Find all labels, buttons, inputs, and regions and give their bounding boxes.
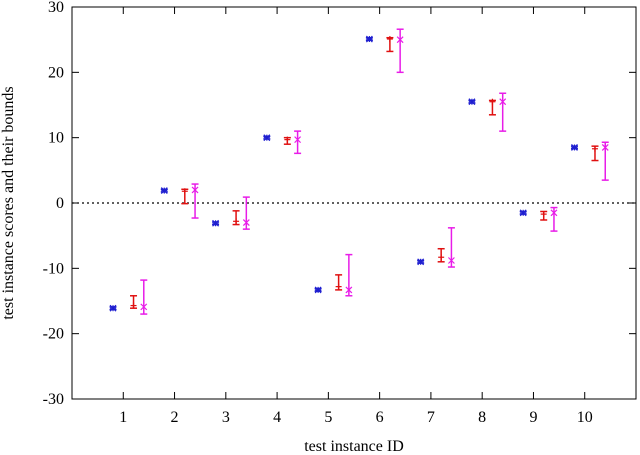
data-point-marker bbox=[550, 209, 558, 217]
error-bar-point bbox=[468, 98, 476, 106]
data-point-marker bbox=[191, 186, 199, 194]
error-bar-point bbox=[488, 98, 496, 116]
error-bar-point bbox=[570, 144, 578, 151]
data-point-marker bbox=[438, 254, 445, 261]
axis-ticks: -30 -20 -10 0 10 20 30 1 2 3 4 5 6 7 8 9 10 bbox=[43, 0, 636, 426]
data-point-marker bbox=[499, 98, 507, 106]
error-bar-point bbox=[386, 36, 394, 53]
y-tick-label: -30 bbox=[43, 391, 64, 408]
error-bar-point bbox=[365, 35, 373, 43]
error-bar-point bbox=[283, 136, 291, 145]
data-point-marker bbox=[571, 144, 578, 151]
x-tick-label: 3 bbox=[222, 409, 230, 426]
y-tick-label: 10 bbox=[48, 130, 64, 147]
y-tick-label: 20 bbox=[48, 64, 64, 81]
error-bar-point bbox=[437, 247, 445, 263]
y-tick-label: 0 bbox=[56, 195, 64, 212]
data-point-marker bbox=[242, 219, 250, 227]
x-tick-label: 7 bbox=[427, 409, 435, 426]
error-bar-point bbox=[519, 209, 527, 217]
error-bar-point bbox=[212, 219, 220, 227]
error-bar-point bbox=[294, 130, 302, 155]
series-layer bbox=[109, 28, 609, 315]
data-point-marker bbox=[284, 136, 291, 143]
error-bar-point bbox=[242, 196, 250, 230]
data-point-marker bbox=[345, 286, 353, 294]
data-point-marker bbox=[365, 35, 373, 43]
data-point-marker bbox=[386, 36, 393, 43]
x-tick-label: 10 bbox=[577, 409, 593, 426]
data-point-marker bbox=[601, 144, 609, 151]
data-point-marker bbox=[212, 219, 219, 227]
data-point-marker bbox=[130, 302, 137, 309]
data-point-marker bbox=[396, 36, 404, 44]
data-point-marker bbox=[181, 188, 188, 195]
data-point-marker bbox=[468, 98, 476, 106]
error-bar-point bbox=[191, 183, 199, 219]
data-point-marker bbox=[519, 209, 527, 217]
data-point-marker bbox=[314, 286, 322, 294]
error-bar-point bbox=[109, 304, 117, 312]
y-tick-label: -10 bbox=[43, 260, 64, 277]
error-bar-point bbox=[130, 295, 138, 309]
data-point-marker bbox=[591, 145, 598, 152]
data-point-marker bbox=[160, 187, 168, 195]
y-axis-title: test instance scores and their bounds bbox=[0, 86, 17, 319]
series-3 bbox=[140, 28, 609, 315]
y-tick-label: -20 bbox=[43, 326, 64, 343]
data-point-marker bbox=[140, 303, 148, 311]
x-tick-label: 6 bbox=[376, 409, 384, 426]
data-point-marker bbox=[447, 257, 455, 264]
error-bar-point bbox=[601, 141, 609, 181]
error-bar-point bbox=[550, 206, 558, 232]
x-tick-label: 5 bbox=[324, 409, 332, 426]
error-bar-point bbox=[140, 279, 148, 315]
error-bar-point bbox=[160, 187, 168, 195]
series-2 bbox=[130, 36, 599, 309]
error-bar-point bbox=[591, 145, 599, 162]
error-bar-point bbox=[540, 210, 548, 221]
data-point-marker bbox=[540, 211, 547, 218]
x-tick-label: 1 bbox=[119, 409, 127, 426]
data-point-marker bbox=[294, 136, 302, 144]
data-point-marker bbox=[233, 218, 240, 225]
error-bar-point bbox=[232, 210, 240, 226]
error-bar-point bbox=[345, 253, 353, 297]
error-bar-point bbox=[417, 258, 425, 266]
x-tick-label: 8 bbox=[478, 409, 486, 426]
x-axis-title: test instance ID bbox=[304, 438, 404, 455]
data-point-marker bbox=[109, 304, 117, 312]
error-bar-point bbox=[499, 92, 507, 132]
error-bar-point bbox=[335, 274, 343, 291]
x-tick-label: 2 bbox=[171, 409, 179, 426]
data-point-marker bbox=[335, 283, 342, 290]
x-tick-label: 4 bbox=[273, 409, 281, 426]
plot-frame bbox=[71, 6, 637, 400]
error-bar-point bbox=[447, 227, 455, 268]
y-tick-label: 30 bbox=[48, 0, 64, 16]
data-point-marker bbox=[263, 134, 271, 142]
error-bar-point bbox=[396, 28, 404, 74]
data-point-marker bbox=[489, 98, 496, 105]
x-tick-label: 9 bbox=[529, 409, 537, 426]
error-bar-point bbox=[314, 286, 322, 294]
data-point-marker bbox=[417, 258, 425, 266]
series-1 bbox=[109, 35, 578, 312]
error-bar-point bbox=[181, 188, 189, 205]
error-bar-point bbox=[263, 134, 271, 142]
